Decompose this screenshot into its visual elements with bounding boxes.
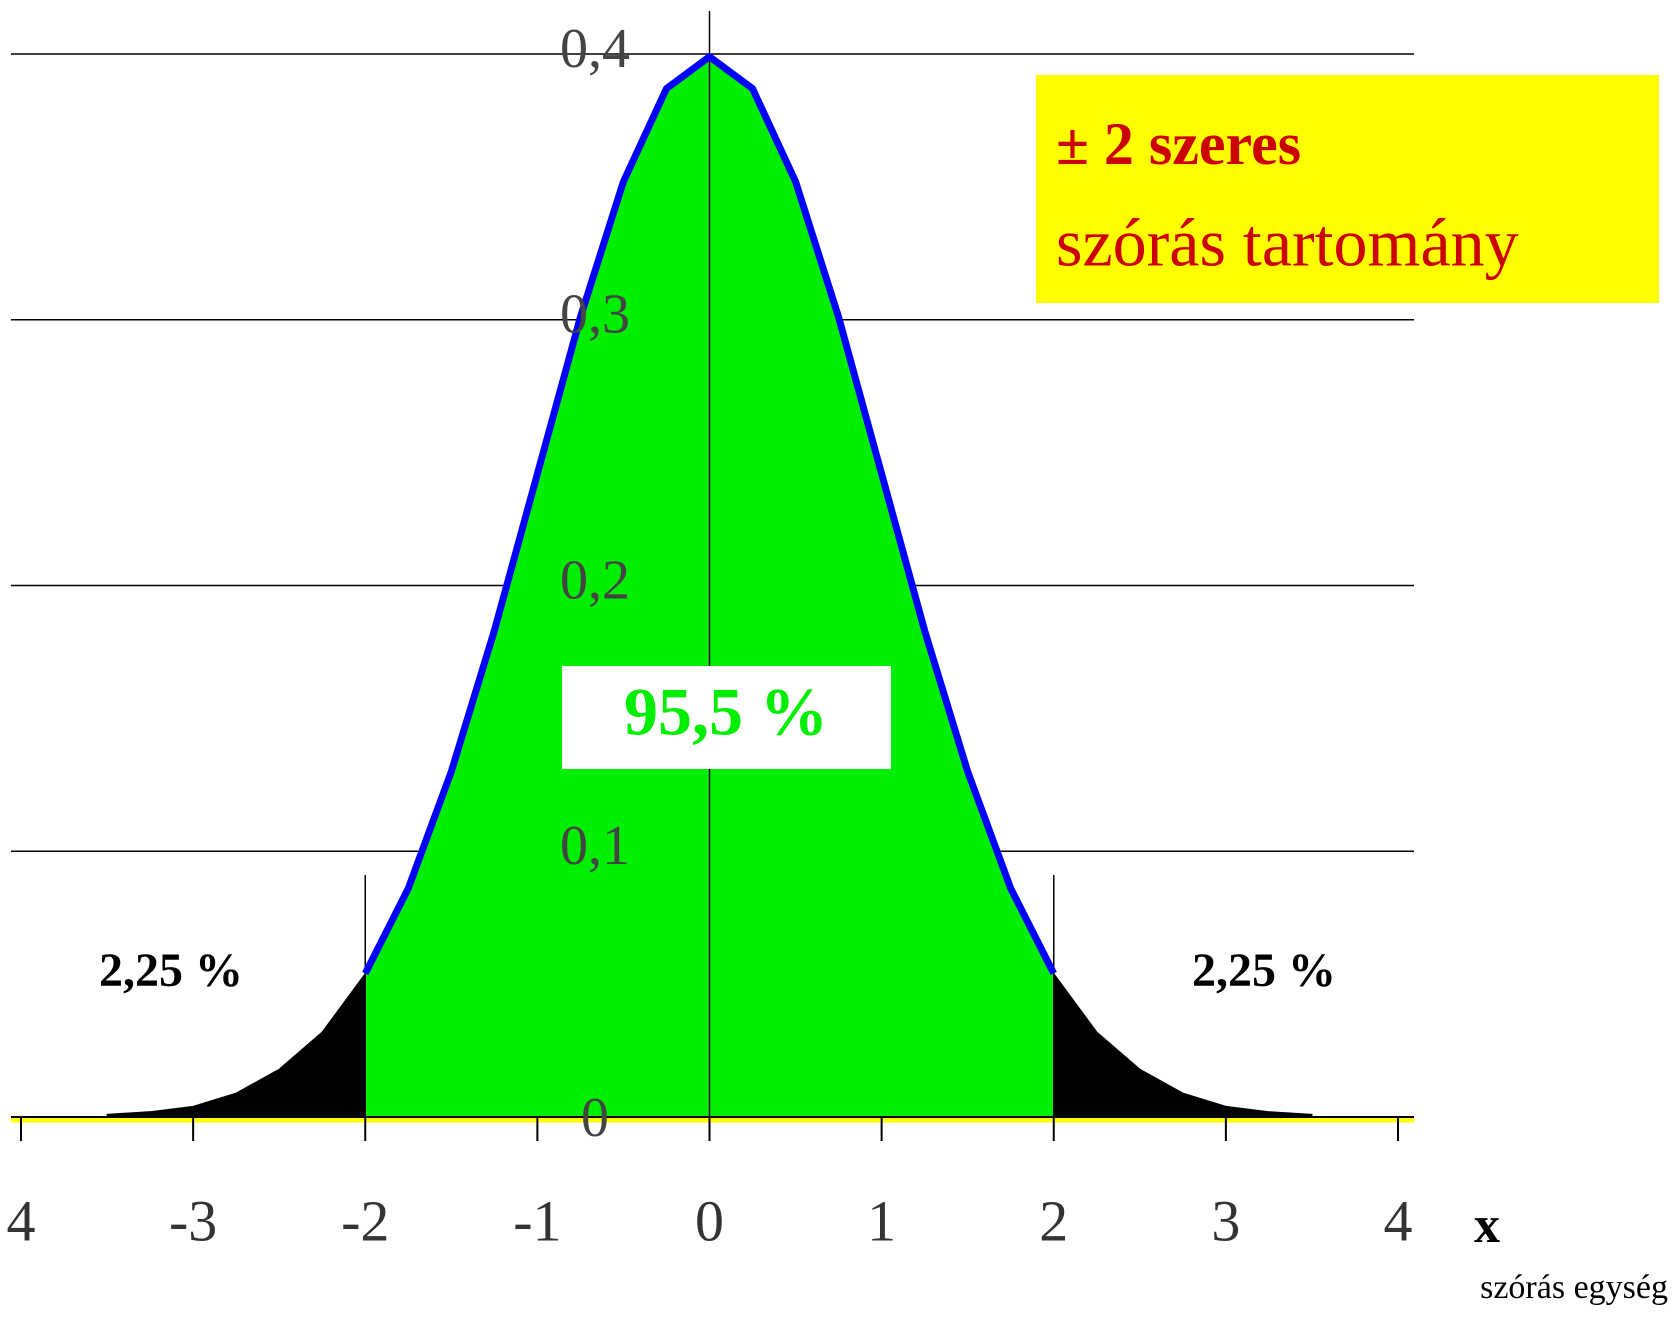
label-box [562,666,891,769]
x-tick-label: -1 [513,1188,561,1253]
x-tick-label: 3 [1211,1188,1240,1253]
annotation: 2,25 % [1192,944,1336,997]
x-axis-sublabel: szórás egység [1480,1269,1668,1306]
x-tick-label: 1 [867,1188,896,1253]
x-tick-label: 0 [695,1188,724,1253]
x-tick-label: 4 [7,1188,36,1253]
tail-area [1053,971,1313,1118]
annotation: 95,5 % [624,674,828,750]
y-tick-label: 0,4 [560,18,630,80]
x-tick-label: -3 [169,1188,217,1253]
y-tick-label: 0 [581,1087,609,1149]
annotation: 2,25 % [99,944,243,997]
x-tick-label: 2 [1039,1188,1068,1253]
y-tick-label: 0,2 [560,549,630,611]
annotation: ± 2 szeres [1056,111,1301,177]
x-tick-label: 4 [1384,1188,1413,1253]
x-axis-label: x [1474,1197,1500,1254]
curve-line [362,53,1057,976]
y-tick-label: 0,3 [560,284,630,346]
y-tick-label: 0,1 [560,815,630,877]
x-tick-label: -2 [341,1188,389,1253]
annotation: szórás tartomány [1056,205,1519,281]
legend-box [1036,75,1659,303]
